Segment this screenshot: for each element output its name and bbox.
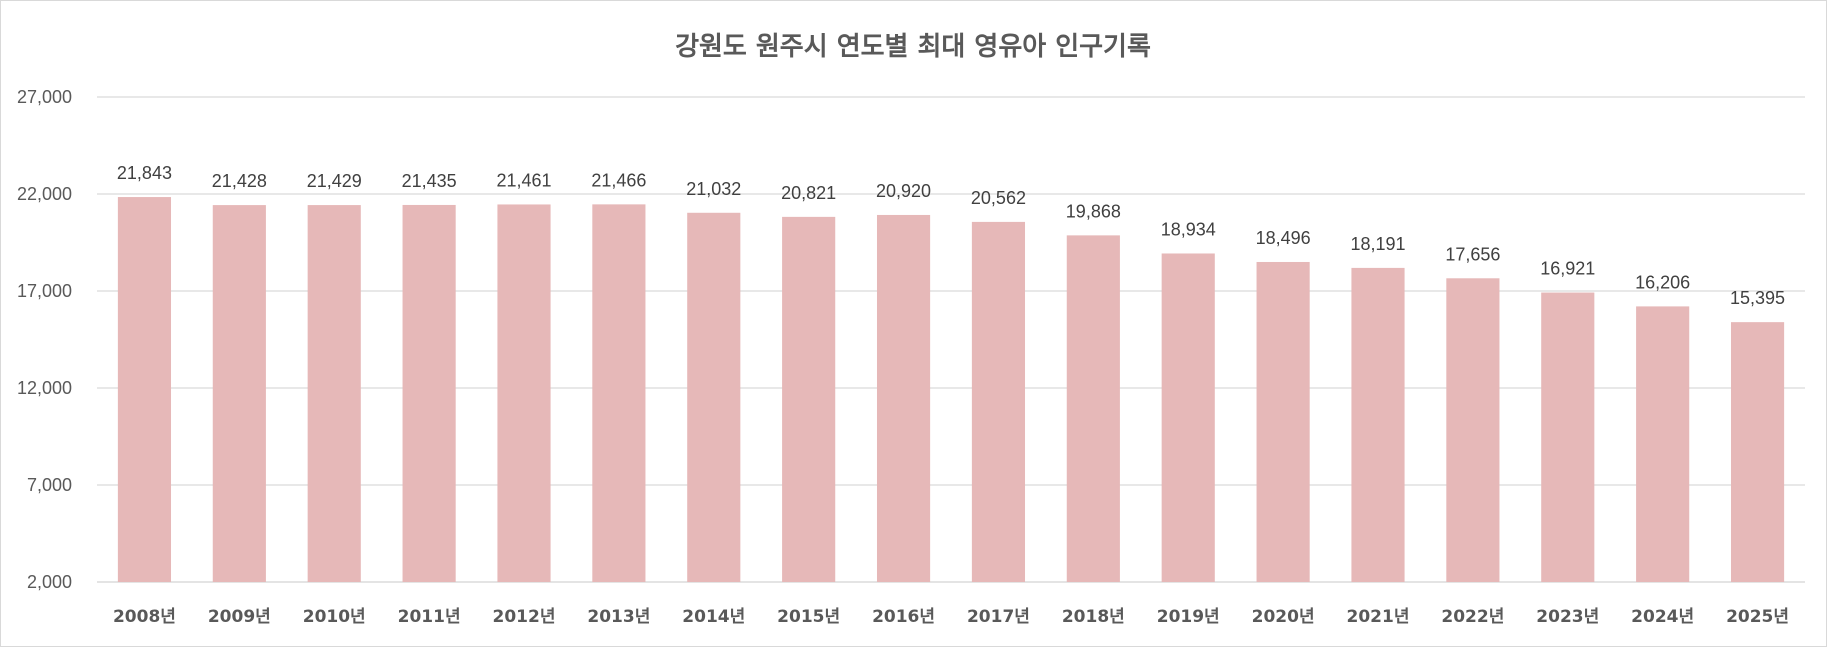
data-label: 20,562 [971,188,1026,208]
x-tick-label: 2009년 [208,607,271,627]
data-label: 21,032 [686,179,741,199]
y-tick-label: 22,000 [17,184,72,204]
data-labels: 21,843 21,428 21,429 21,435 21,461 21,466 21,0… [117,163,1785,308]
y-axis-ticks: 2,000 7,000 12,000 17,000 22,000 27,000 [17,87,72,592]
x-axis-ticks: 2008년 2009년 2010년 2011년 2012년 2013년 2014년 2015년… [113,607,1789,627]
bar-6 [687,212,741,582]
data-label: 15,395 [1730,288,1785,308]
x-tick-label: 2020년 [1252,607,1315,627]
data-label: 21,466 [591,170,646,190]
x-tick-label: 2023년 [1536,607,1599,627]
data-label: 21,843 [117,163,172,183]
data-label: 19,868 [1066,201,1121,221]
bar-13 [1351,267,1405,582]
data-label: 21,435 [402,171,457,191]
bars [117,197,1785,583]
bar-3 [402,204,456,582]
y-tick-label: 2,000 [27,572,72,592]
bar-16 [1636,306,1690,582]
bar-15 [1541,292,1595,582]
x-tick-label: 2016년 [872,607,935,627]
bar-9 [971,221,1026,582]
bar-4 [497,204,551,582]
bar-17 [1730,322,1785,582]
data-label: 21,429 [307,171,362,191]
data-label: 18,191 [1350,234,1405,254]
x-tick-label: 2012년 [493,607,556,627]
x-tick-label: 2017년 [967,607,1030,627]
x-tick-label: 2008년 [113,607,176,627]
bar-2 [307,205,361,582]
x-tick-label: 2018년 [1062,607,1125,627]
data-label: 17,656 [1445,244,1500,264]
data-label: 16,206 [1635,272,1690,292]
y-tick-label: 17,000 [17,281,72,301]
bar-10 [1066,235,1120,583]
x-tick-label: 2013년 [587,607,650,627]
bar-0 [117,197,172,582]
x-tick-label: 2024년 [1631,607,1694,627]
x-tick-label: 2014년 [682,607,745,627]
x-tick-label: 2025년 [1726,607,1789,627]
bar-7 [782,216,836,582]
y-tick-label: 12,000 [17,378,72,398]
bar-1 [212,205,266,582]
x-tick-label: 2015년 [777,607,840,627]
x-tick-label: 2010년 [303,607,366,627]
data-label: 20,821 [781,183,836,203]
x-tick-label: 2011년 [398,607,461,627]
y-tick-label: 7,000 [27,475,72,495]
data-label: 21,428 [212,171,267,191]
data-label: 20,920 [876,181,931,201]
x-tick-label: 2019년 [1157,607,1220,627]
bar-5 [592,204,646,582]
grid-lines [97,96,1805,583]
x-tick-label: 2022년 [1441,607,1504,627]
bar-12 [1256,261,1310,582]
bar-8 [876,214,931,582]
chart-title: 강원도 원주시 연도별 최대 영유아 인구기록 [675,32,1151,62]
bar-14 [1446,278,1500,582]
data-label: 18,934 [1161,219,1216,239]
data-label: 18,496 [1256,228,1311,248]
data-label: 16,921 [1540,259,1595,279]
data-label: 21,461 [496,170,551,190]
bar-11 [1161,253,1215,582]
x-tick-label: 2021년 [1347,607,1410,627]
y-tick-label: 27,000 [17,87,72,107]
